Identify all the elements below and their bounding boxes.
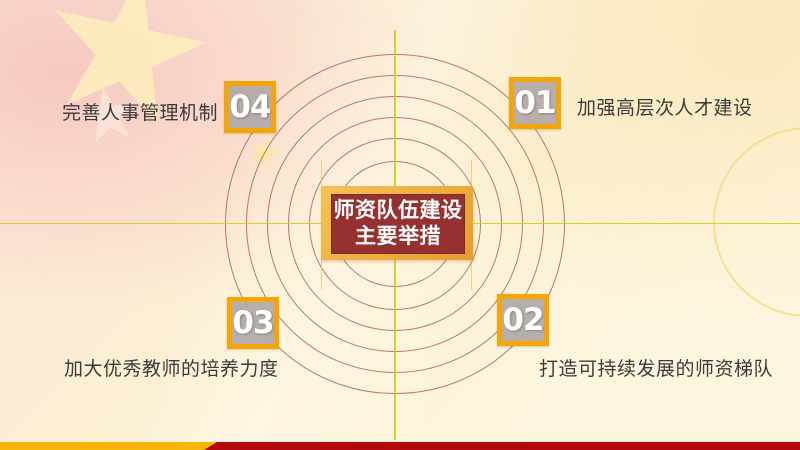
measure-label-01: 加强高层次人才建设 — [577, 98, 753, 119]
center-title-box: 师资队伍建设 主要举措 — [331, 194, 465, 254]
center-title-line2: 主要举措 — [355, 225, 441, 248]
number-02: 02 — [502, 302, 544, 338]
number-box-02: 02 — [497, 294, 549, 346]
center-title-line1: 师资队伍建设 — [333, 199, 463, 222]
bottom-bar-red — [204, 442, 800, 450]
number-box-04: 04 — [224, 81, 276, 133]
measure-label-04: 完善人事管理机制 — [62, 103, 219, 124]
number-03: 03 — [232, 305, 274, 341]
measure-label-03: 加大优秀教师的培养力度 — [64, 359, 279, 380]
measure-label-02: 打造可持续发展的师资梯队 — [539, 359, 774, 380]
decorative-arc — [713, 127, 800, 317]
number-01: 01 — [514, 85, 556, 121]
bottom-bar-gold — [0, 442, 218, 450]
number-box-01: 01 — [509, 77, 561, 129]
number-04: 04 — [229, 89, 271, 125]
number-box-03: 03 — [227, 297, 279, 349]
